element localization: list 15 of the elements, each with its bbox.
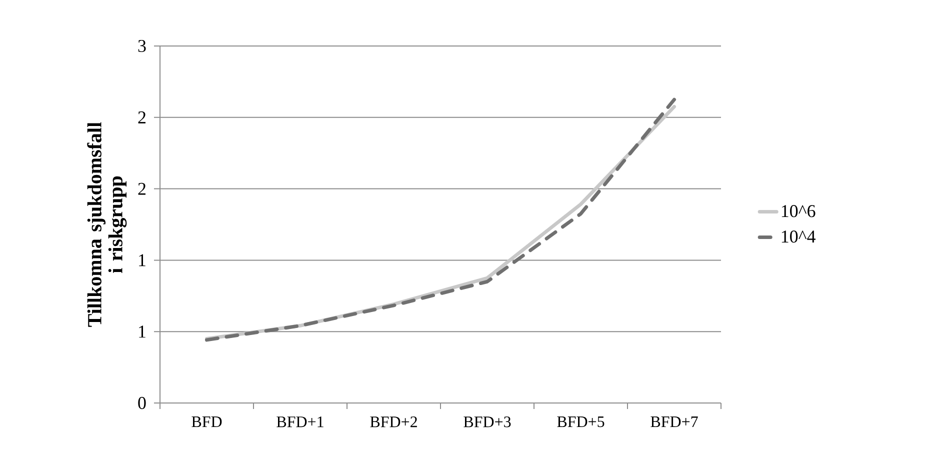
x-tick-label: BFD+2: [370, 416, 417, 428]
x-tick-label: BFD+5: [557, 416, 604, 428]
x-tick-label: BFD: [192, 416, 222, 428]
y-tick-label: 2: [138, 111, 146, 124]
y-axis-title: Tillkomna sjukdomsfall i riskgrupp: [87, 122, 127, 327]
legend-label: 10^4: [782, 230, 816, 243]
y-tick-label: 2: [138, 182, 146, 195]
x-tick-label: BFD+3: [464, 416, 511, 428]
y-tick-label: 3: [138, 40, 146, 52]
x-tick-label: BFD+7: [650, 416, 698, 428]
legend-label: 10^6: [782, 205, 816, 218]
y-tick-label: 1: [139, 254, 146, 266]
y-tick-label: 0: [138, 396, 146, 410]
y-tick-label: 1: [139, 326, 146, 338]
x-tick-label: BFD+1: [276, 416, 324, 428]
